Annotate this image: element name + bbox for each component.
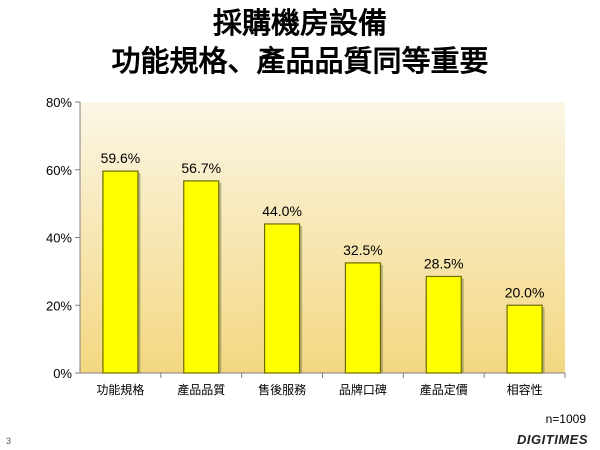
x-category-label: 產品定價: [420, 382, 468, 397]
y-tick-label: 0%: [53, 366, 72, 381]
x-category-label: 售後服務: [258, 382, 306, 397]
digitimes-logo: DIGITIMES: [517, 432, 588, 447]
y-tick-label: 20%: [46, 298, 72, 313]
bar: [344, 262, 382, 374]
x-category-label: 相容性: [507, 382, 543, 397]
bar: [102, 170, 139, 374]
chart-title-line-1: 採購機房設備: [212, 6, 387, 40]
plot-area: [80, 102, 565, 373]
chart-title-line-2: 功能規格、產品品質同等重要: [111, 44, 489, 78]
x-category-label: 產品品質: [177, 382, 225, 397]
data-label: 20.0%: [505, 284, 545, 300]
x-category-label: 功能規格: [96, 382, 144, 397]
data-label: 32.5%: [343, 242, 383, 258]
y-tick-label: 40%: [46, 231, 72, 246]
bar: [183, 180, 220, 374]
bar: [425, 275, 462, 374]
bar: [263, 223, 301, 374]
y-tick-label: 80%: [46, 95, 72, 110]
data-label: 59.6%: [101, 150, 141, 166]
bar: [506, 304, 543, 374]
sample-size-note: n=1009: [545, 412, 586, 426]
data-label: 56.7%: [181, 160, 221, 176]
page-number: 3: [6, 436, 12, 446]
data-label: 28.5%: [424, 255, 464, 271]
y-tick-label: 60%: [46, 163, 72, 178]
data-label: 44.0%: [262, 203, 302, 219]
x-category-label: 品牌口碑: [339, 382, 387, 397]
